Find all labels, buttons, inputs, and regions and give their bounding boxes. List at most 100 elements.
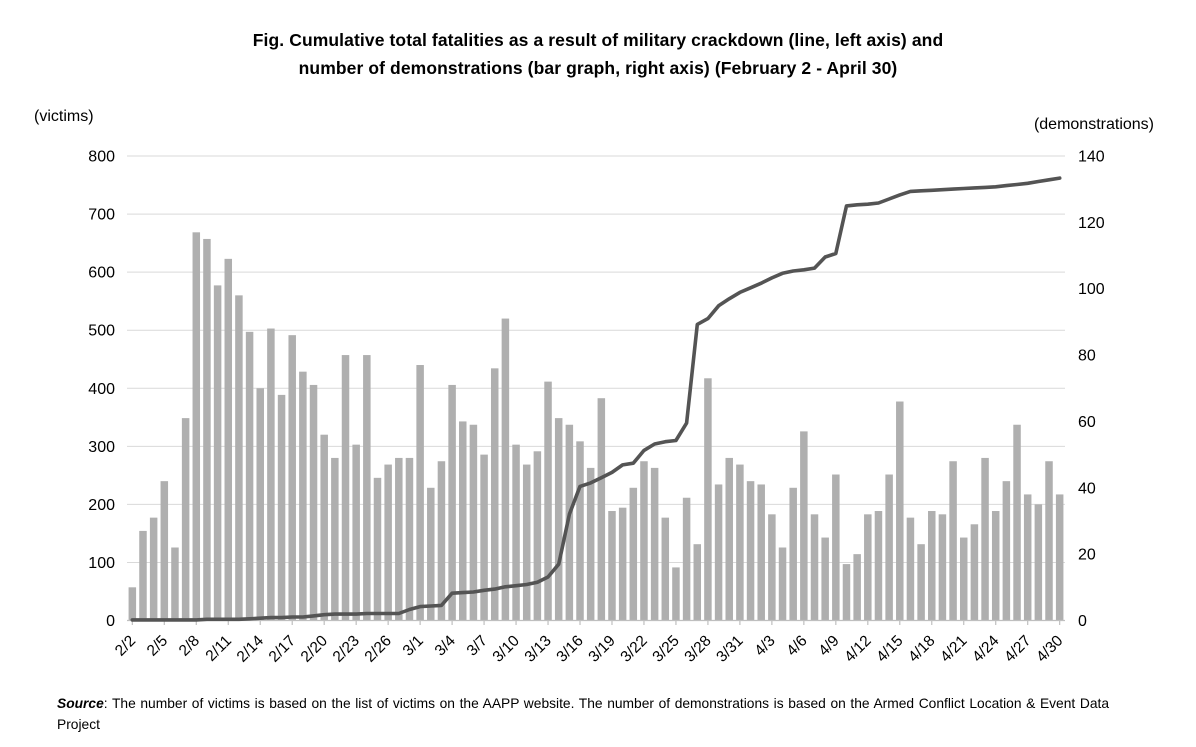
x-axis-labels: 2/2 2/5 2/8 2/112/142/172/202/232/26 3/1 3/4 3…	[112, 632, 1067, 666]
x-axis-label: 3/28	[681, 632, 714, 665]
bar	[682, 497, 691, 621]
bar	[245, 331, 254, 621]
bar	[1023, 494, 1032, 621]
x-axis-label: 2/2	[112, 632, 139, 659]
x-axis-label: 3/4	[432, 632, 460, 660]
bar	[896, 401, 904, 621]
bar	[938, 514, 947, 621]
chart-title-line2: number of demonstrations (bar graph, rig…	[298, 58, 898, 78]
bar	[256, 388, 264, 621]
bar	[821, 537, 829, 621]
bar	[959, 537, 968, 621]
bar	[522, 464, 531, 621]
bar	[352, 444, 360, 621]
bar	[874, 511, 883, 621]
bar	[373, 477, 382, 621]
left-axis-tick-label: 0	[106, 613, 115, 630]
bar	[1013, 424, 1021, 621]
right-axis-tick-label: 40	[1078, 480, 1096, 497]
bar	[192, 232, 201, 621]
right-axis-tick-label: 80	[1078, 348, 1096, 365]
bar	[608, 511, 616, 621]
bar	[181, 418, 190, 621]
bar	[405, 457, 414, 621]
x-axis-label: 4/18	[905, 632, 938, 665]
x-axis-label: 3/10	[490, 632, 524, 666]
left-axis-tick-label: 600	[88, 265, 115, 282]
right-axis-tick-label: 120	[1078, 215, 1105, 232]
x-axis-label: 2/26	[362, 632, 395, 665]
left-axis-tick-label: 300	[88, 439, 115, 456]
bar	[299, 371, 307, 621]
bar	[789, 487, 797, 621]
bar	[704, 378, 712, 621]
bar	[490, 368, 499, 621]
bar	[554, 418, 563, 621]
x-axis-label: 2/5	[144, 632, 171, 659]
x-axis-label: 2/20	[298, 632, 332, 666]
bar	[853, 554, 861, 621]
bar	[437, 461, 446, 621]
right-axis-tick-label: 100	[1078, 281, 1105, 298]
x-axis-label: 4/15	[873, 632, 906, 665]
bar	[746, 481, 755, 621]
bar	[725, 457, 733, 621]
bar	[672, 567, 680, 621]
right-axis-title: (demonstrations)	[1033, 116, 1154, 133]
bar	[810, 514, 819, 621]
bar	[618, 507, 627, 621]
x-axis-label: 3/7	[464, 632, 491, 659]
x-axis-label: 2/23	[330, 632, 363, 665]
bar	[597, 398, 606, 621]
bar	[714, 484, 723, 621]
bar	[277, 394, 286, 621]
x-axis-label: 3/25	[649, 632, 682, 665]
source-note: Source: The number of victims is based o…	[57, 693, 1109, 735]
bar	[576, 441, 584, 621]
bar	[309, 384, 318, 621]
x-axis-label: 4/6	[783, 632, 810, 659]
bar	[341, 355, 350, 621]
bar	[149, 517, 158, 621]
left-axis-title: (victims)	[34, 108, 94, 125]
bar	[448, 384, 456, 621]
fatalities-line	[130, 176, 1062, 622]
x-axis-label: 4/9	[815, 632, 842, 659]
bar	[842, 564, 851, 621]
bar	[629, 487, 638, 621]
x-axis-label: 4/24	[969, 632, 1003, 666]
chart-title-line1: Fig. Cumulative total fatalities as a re…	[252, 30, 944, 50]
bar	[395, 457, 403, 621]
bar	[363, 355, 371, 621]
bar	[928, 511, 936, 621]
bar	[320, 434, 328, 621]
x-axis-label: 2/11	[203, 632, 236, 665]
left-axis-tick-label: 200	[88, 497, 115, 514]
bar	[533, 451, 542, 621]
x-axis-label: 4/30	[1033, 632, 1067, 666]
bar	[224, 258, 233, 621]
x-axis-label: 2/14	[234, 632, 268, 666]
right-axis-tick-label: 20	[1078, 547, 1096, 564]
bar	[991, 511, 1000, 621]
bar	[235, 295, 243, 621]
bar	[544, 381, 552, 621]
bar	[650, 467, 659, 621]
bar	[213, 285, 222, 621]
x-axis-label: 2/8	[176, 632, 203, 659]
bar	[661, 517, 670, 621]
bar	[171, 547, 179, 621]
x-axis-label: 3/16	[553, 632, 586, 665]
x-axis-label: 3/19	[585, 632, 618, 665]
bar	[778, 547, 787, 621]
bar	[128, 587, 137, 621]
x-axis-label: 4/3	[751, 632, 778, 659]
bar	[693, 544, 702, 621]
right-axis-tick-label: 60	[1078, 414, 1096, 431]
bar	[427, 487, 435, 621]
bar	[970, 524, 979, 621]
left-axis-tick-label: 400	[88, 381, 115, 398]
bar	[416, 365, 424, 621]
